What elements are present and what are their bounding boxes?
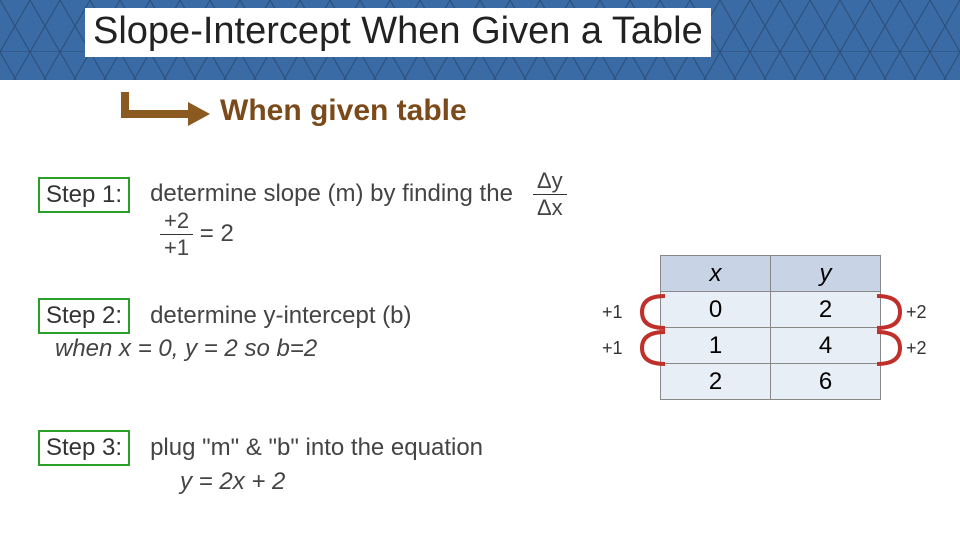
subtitle-row: When given table [120, 92, 467, 130]
step1-label: Step 1: [38, 177, 130, 213]
cell-y2: 6 [771, 364, 881, 400]
step2-desc: determine y-intercept (b) [150, 302, 411, 330]
xy-table: x y 0 2 1 4 2 6 [660, 255, 881, 400]
step1-dfrac: Δy Δx [533, 170, 567, 219]
step1-frac-num: Δy [533, 170, 567, 195]
step2-label: Step 2: [38, 298, 130, 334]
step1-calc-num: +2 [160, 210, 193, 235]
step2-when: when x = 0, y = 2 so b=2 [55, 335, 317, 363]
title-band: Slope-Intercept When Given a Table [0, 0, 960, 80]
step3-desc: plug "m" & "b" into the equation [150, 434, 483, 462]
step3-result: y = 2x + 2 [180, 468, 285, 496]
step1-calc-eq: = 2 [200, 220, 234, 247]
cell-x2: 2 [661, 364, 771, 400]
step1-frac-den: Δx [533, 195, 567, 219]
step1-row: Step 1: determine slope (m) by finding t… [38, 170, 567, 219]
step1-calc-frac: +2 +1 [160, 210, 193, 259]
table-row: 1 4 [661, 328, 881, 364]
cell-x1: 1 [661, 328, 771, 364]
cell-y0: 2 [771, 292, 881, 328]
bracket-dx1-icon [630, 292, 670, 332]
table-row: 0 2 [661, 292, 881, 328]
cell-x0: 0 [661, 292, 771, 328]
th-y: y [771, 256, 881, 292]
subtitle-text: When given table [220, 94, 467, 128]
dx2-label: +1 [602, 338, 623, 359]
step3-label: Step 3: [38, 430, 130, 466]
dy2-label: +2 [906, 338, 927, 359]
sub-arrow-icon [120, 92, 210, 130]
page-title: Slope-Intercept When Given a Table [85, 8, 711, 57]
table-row: 2 6 [661, 364, 881, 400]
step1-calc: +2 +1 = 2 [160, 210, 234, 259]
dx1-label: +1 [602, 302, 623, 323]
th-x: x [661, 256, 771, 292]
bracket-dx2-icon [630, 328, 670, 368]
step2-row: Step 2: determine y-intercept (b) [38, 298, 412, 334]
dy1-label: +2 [906, 302, 927, 323]
step1-calc-den: +1 [160, 235, 193, 259]
cell-y1: 4 [771, 328, 881, 364]
step3-row: Step 3: plug "m" & "b" into the equation [38, 430, 483, 466]
step1-desc-text: determine slope (m) by finding the [150, 180, 513, 207]
